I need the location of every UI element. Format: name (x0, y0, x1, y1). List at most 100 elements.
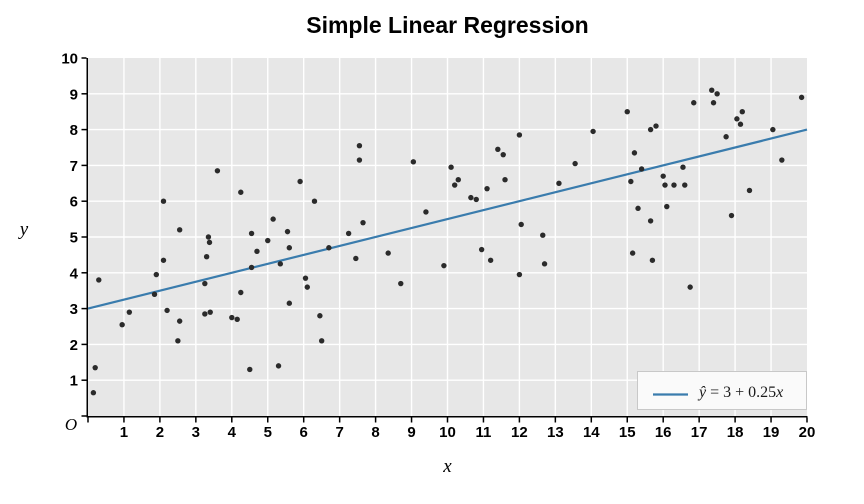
data-point (277, 261, 284, 267)
data-point (572, 160, 578, 167)
data-point (798, 94, 805, 101)
chart-title: Simple Linear Regression (306, 12, 589, 38)
data-point (628, 178, 634, 185)
data-point (164, 307, 170, 314)
data-point (680, 164, 686, 170)
data-point (297, 178, 303, 185)
data-point (119, 322, 125, 328)
y-tick-label: 1 (70, 373, 78, 390)
data-point (326, 245, 332, 251)
data-point (518, 221, 524, 228)
legend-equation-body: = 3 + 0.25 (706, 384, 777, 401)
data-point (284, 228, 291, 235)
x-tick-label: 6 (300, 424, 308, 441)
data-point (770, 126, 776, 133)
data-point (687, 284, 693, 290)
x-tick-label: 3 (192, 424, 200, 441)
data-point (247, 366, 253, 373)
data-point (664, 203, 670, 210)
x-tick-label: 8 (371, 424, 379, 441)
y-tick-label: 7 (70, 158, 78, 175)
data-point (214, 168, 221, 174)
data-point (311, 198, 318, 204)
data-point (709, 87, 715, 93)
y-tick-label: 2 (70, 337, 78, 354)
legend-box (637, 371, 807, 410)
x-tick-label: 17 (691, 424, 708, 441)
x-tick-label: 4 (228, 424, 237, 441)
data-point (737, 121, 744, 127)
data-point (423, 209, 429, 215)
x-tick-label: 10 (439, 424, 456, 441)
data-point (728, 212, 735, 219)
legend-y-hat: ŷ (699, 384, 707, 401)
data-point (691, 100, 697, 106)
x-tick-label: 18 (727, 424, 744, 441)
y-axis-label: y (19, 219, 29, 240)
data-point (175, 338, 181, 344)
data-point (234, 316, 240, 323)
data-point (590, 128, 596, 135)
data-point (202, 311, 208, 317)
data-point (345, 230, 352, 237)
data-point (540, 232, 546, 238)
data-point (448, 164, 454, 170)
data-point (304, 284, 310, 290)
data-point (631, 150, 638, 156)
data-point (484, 185, 490, 192)
data-point (205, 234, 212, 240)
y-tick-label: 4 (70, 265, 79, 282)
data-point (176, 318, 183, 324)
data-point (451, 182, 458, 188)
data-point (353, 255, 359, 262)
data-point (746, 187, 753, 194)
data-point (682, 182, 688, 188)
data-point (647, 218, 654, 224)
data-point (653, 123, 659, 129)
x-tick-label: 15 (619, 424, 636, 441)
data-point (516, 271, 523, 278)
data-point (502, 177, 508, 183)
data-point (473, 196, 479, 203)
data-point (160, 257, 167, 263)
data-point (556, 180, 562, 186)
data-point (254, 248, 260, 255)
y-tick-label: 6 (70, 194, 78, 211)
data-point (229, 314, 235, 321)
data-point (151, 291, 158, 297)
data-point (317, 313, 323, 319)
data-point (126, 309, 133, 315)
data-point (516, 132, 523, 138)
y-tick-label: 3 (70, 301, 78, 318)
x-tick-label: 9 (407, 424, 415, 441)
x-tick-label: 14 (583, 424, 600, 441)
data-point (92, 364, 98, 371)
x-tick-label: 5 (264, 424, 272, 441)
x-tick-label: 1 (120, 424, 128, 441)
y-tick-label: 9 (70, 86, 78, 103)
x-tick-label: 7 (335, 424, 343, 441)
data-point (629, 250, 636, 256)
x-tick-label: 2 (156, 424, 164, 441)
y-tick-label: 10 (61, 51, 78, 68)
data-point (302, 275, 309, 281)
data-point (398, 280, 404, 287)
data-point (441, 262, 447, 269)
origin-label: O (64, 415, 78, 434)
data-point (779, 157, 785, 163)
data-point (270, 216, 276, 222)
data-point (624, 109, 630, 115)
y-tick-label: 5 (70, 230, 78, 247)
x-tick-label: 13 (547, 424, 564, 441)
data-point (662, 182, 668, 188)
x-tick-label: 16 (655, 424, 672, 441)
data-point (468, 194, 474, 201)
data-point (286, 245, 293, 251)
data-point (248, 264, 255, 271)
legend-x-var: x (776, 384, 784, 401)
data-point (495, 146, 501, 152)
data-point (739, 109, 745, 115)
data-point (647, 126, 654, 133)
data-point (638, 166, 645, 172)
